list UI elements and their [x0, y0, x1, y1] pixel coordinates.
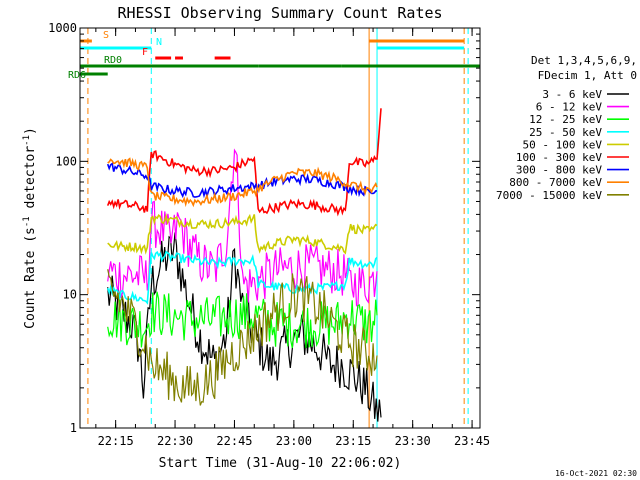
y-axis-ticks: 1 10 100 1000	[48, 21, 480, 435]
series-line-25-50-kev	[106, 250, 378, 305]
flag-rd6-label: RD6	[68, 70, 86, 81]
status-flags: S NF RD0 RD6	[68, 30, 480, 81]
series-line-300-800-kev	[106, 162, 377, 200]
flag-rd0-label: RD0	[104, 55, 122, 66]
series-line-800-7000-kev	[107, 157, 378, 208]
legend-label-50-100-kev: 50 - 100 keV	[523, 138, 603, 151]
x-tick-label: 22:30	[157, 434, 193, 448]
legend-label-12-25-kev: 12 - 25 keV	[529, 113, 602, 126]
legend-label-7000-15000-kev: 7000 - 15000 keV	[496, 189, 602, 202]
legend-header-line-2: FDecim 1, Att 0	[538, 69, 637, 82]
x-tick-label: 23:00	[276, 434, 312, 448]
legend-label-800-7000-kev: 800 - 7000 keV	[509, 176, 602, 189]
generation-timestamp: 16-Oct-2021 02:30	[555, 469, 637, 478]
x-tick-label: 23:45	[454, 434, 490, 448]
x-tick-label: 22:45	[216, 434, 252, 448]
flag-n-label: N	[156, 37, 162, 48]
x-tick-label: 23:30	[395, 434, 431, 448]
legend-label-6-12-kev: 6 - 12 keV	[536, 101, 603, 114]
flag-s-label: S	[103, 30, 109, 41]
y-tick-label: 1000	[48, 21, 77, 35]
legend-label-3-6-kev: 3 - 6 keV	[542, 88, 602, 101]
x-tick-label: 23:15	[335, 434, 371, 448]
chart-title: RHESSI Observing Summary Count Rates	[117, 4, 442, 22]
legend-label-300-800-kev: 300 - 800 keV	[516, 164, 602, 177]
y-tick-label: 1	[70, 421, 77, 435]
plot-frame	[79, 27, 481, 429]
legend-label-100-300-kev: 100 - 300 keV	[516, 151, 602, 164]
y-tick-label: 10	[63, 288, 77, 302]
legend-label-25-50-kev: 25 - 50 keV	[529, 126, 602, 139]
series-line-7000-15000-kev	[107, 269, 378, 406]
legend: Det 1,3,4,5,6,9, FDecim 1, Att 0 3 - 6 k…	[496, 54, 637, 202]
series-line-12-25-kev	[107, 291, 378, 349]
series-lines	[106, 108, 382, 422]
y-axis-label: Count Rate (s-1 detector-1)	[22, 127, 38, 329]
x-tick-label: 22:15	[98, 434, 134, 448]
y-tick-label: 100	[55, 154, 77, 168]
x-axis-ticks: 22:15 22:30 22:45 23:00 23:15 23:30 23:45	[95, 28, 490, 448]
flag-f-label: F	[142, 47, 148, 58]
x-axis-label: Start Time (31-Aug-10 22:06:02)	[159, 456, 402, 471]
legend-header-line-1: Det 1,3,4,5,6,9,	[531, 54, 637, 67]
series-line-50-100-kev	[107, 213, 378, 255]
series-line-100-300-kev	[106, 108, 382, 217]
